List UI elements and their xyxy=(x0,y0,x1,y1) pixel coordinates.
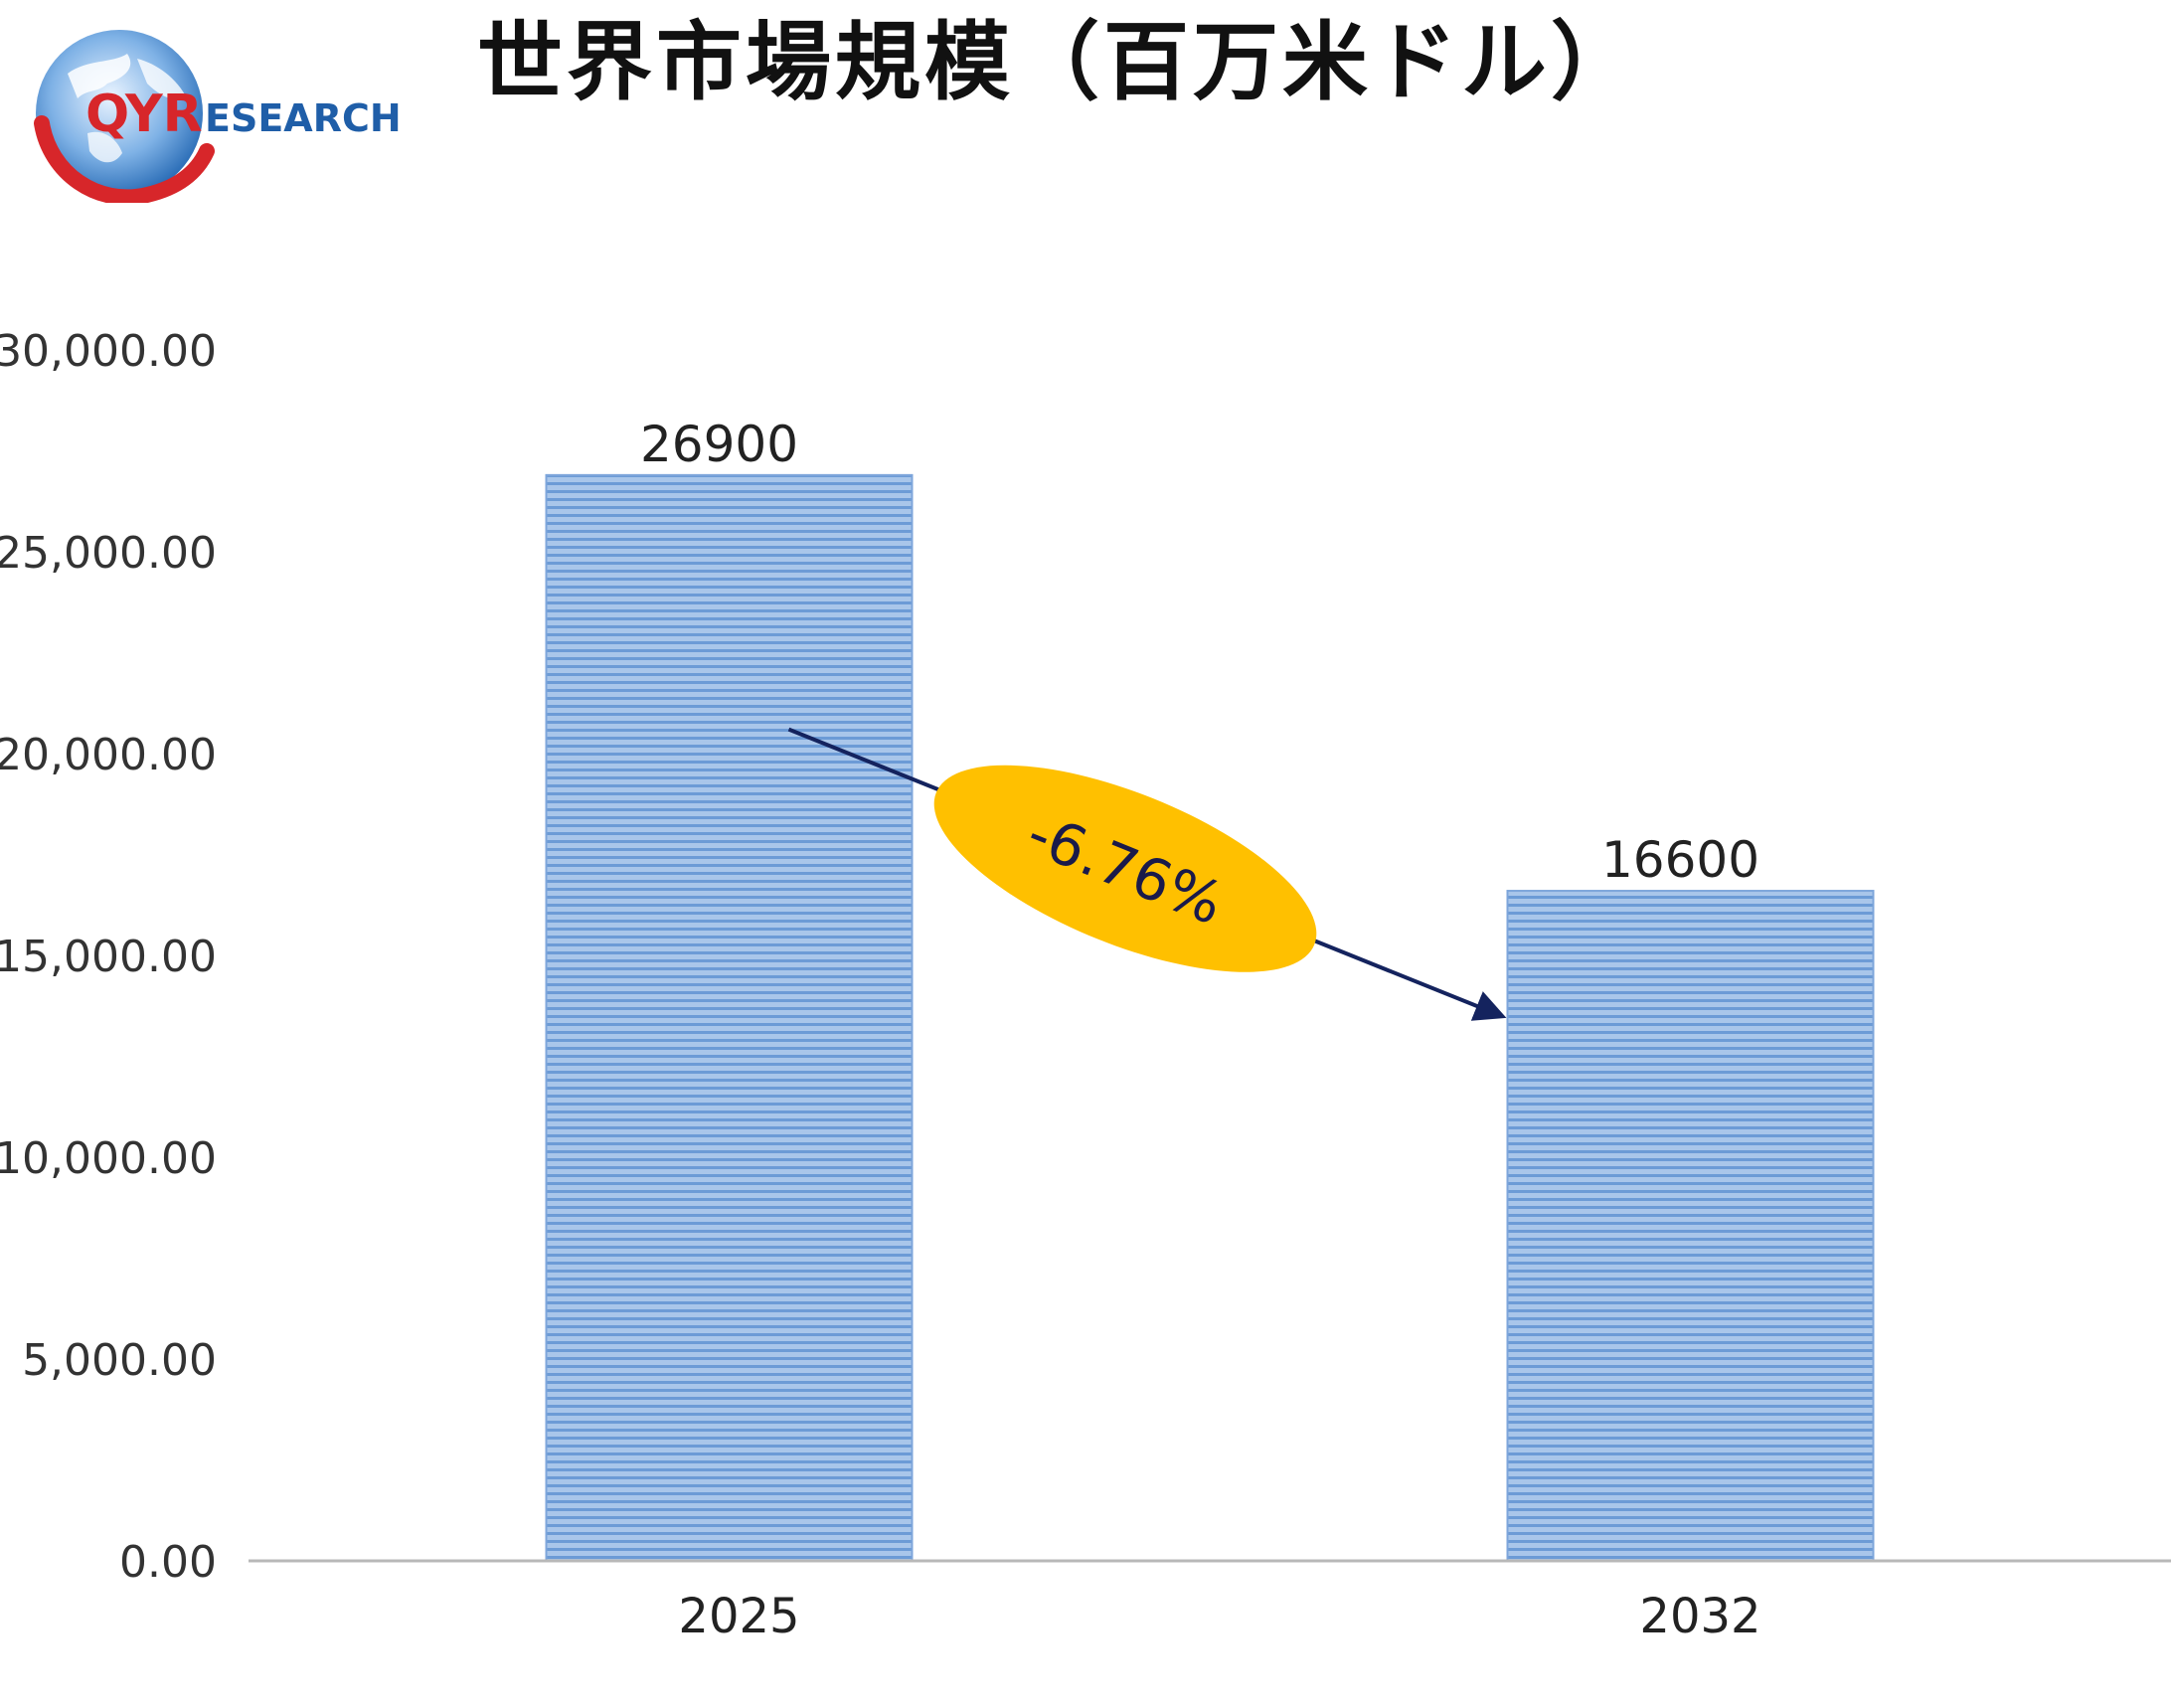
y-axis: 0.00 5,000.00 10,000.00 15,000.00 20,000.00 2… xyxy=(0,326,217,1588)
y-tick-label: 10,000.00 xyxy=(0,1133,217,1184)
y-tick-label: 25,000.00 xyxy=(0,528,217,579)
y-tick-label: 20,000.00 xyxy=(0,730,217,780)
qyresearch-logo: Q YR ESEARCH xyxy=(34,30,402,203)
logo-esearch: ESEARCH xyxy=(205,96,402,140)
cagr-annotation: -6.76% xyxy=(787,727,1507,1021)
logo-yr: YR xyxy=(124,85,203,144)
logo-wordmark: Q YR ESEARCH xyxy=(85,85,402,144)
bar-2025 xyxy=(545,473,914,1562)
bars: 26900 16600 xyxy=(545,416,1875,1562)
x-tick-label-2025: 2025 xyxy=(678,1589,799,1644)
data-label-2032: 16600 xyxy=(1601,831,1759,889)
bar-2032 xyxy=(1506,890,1875,1562)
chart-title: 世界市場規模（百万米ドル） xyxy=(477,13,1640,112)
x-tick-label-2032: 2032 xyxy=(1639,1589,1760,1644)
cagr-badge: -6.76% xyxy=(933,765,1317,972)
y-tick-label: 30,000.00 xyxy=(0,326,217,377)
cagr-badge-shape xyxy=(933,765,1317,972)
y-tick-label: 15,000.00 xyxy=(0,932,217,982)
y-tick-label: 0.00 xyxy=(119,1537,217,1588)
y-tick-label: 5,000.00 xyxy=(22,1335,217,1386)
logo-q: Q xyxy=(85,85,129,144)
x-axis: 2025 2032 xyxy=(249,1559,2171,1644)
data-label-2025: 26900 xyxy=(640,416,798,473)
globe-icon xyxy=(34,30,215,203)
